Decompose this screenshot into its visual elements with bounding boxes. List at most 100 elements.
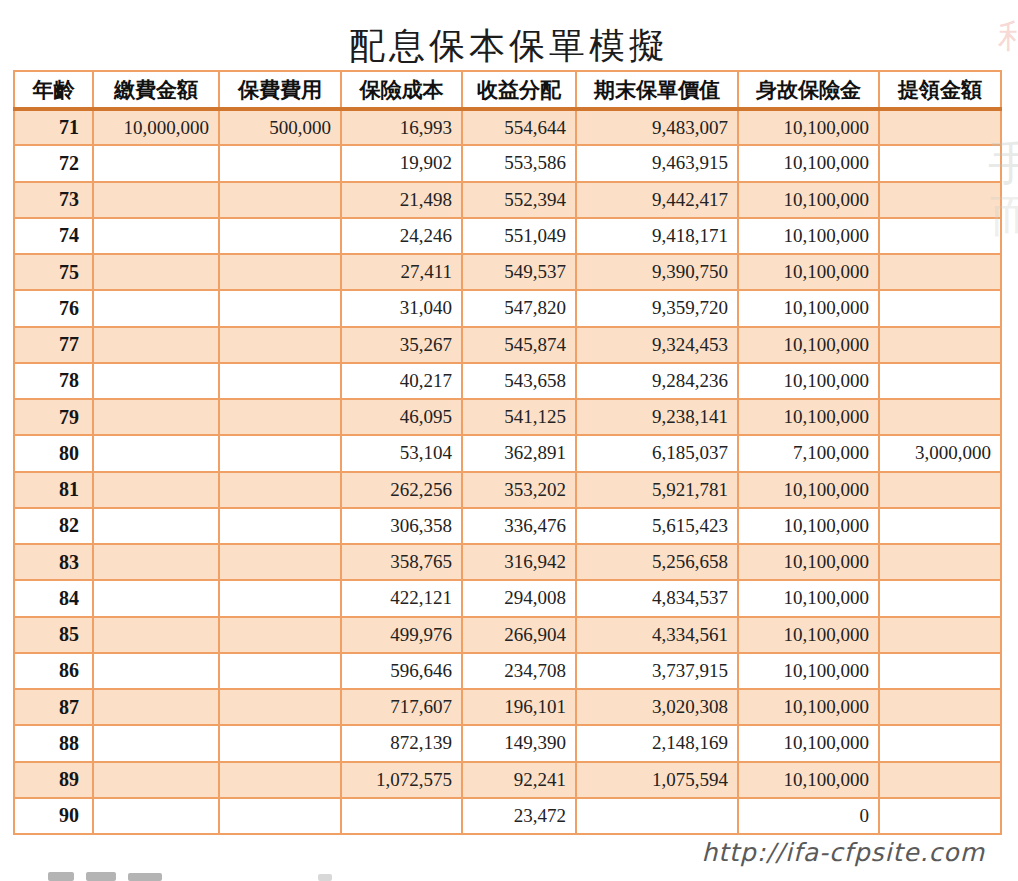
cell-income-distribution: 547,820 [462,290,576,326]
table-row: 7631,040547,8209,359,72010,100,000 [14,290,1001,326]
cell-insurance-cost: 596,646 [341,653,462,689]
cell-age: 84 [14,580,93,616]
bottom-edge-artifact [86,872,116,881]
cell-payment-amount [93,653,219,689]
cell-age: 82 [14,508,93,544]
cell-policy-value: 2,148,169 [576,725,738,761]
cell-policy-value: 3,737,915 [576,653,738,689]
cell-policy-value: 5,921,781 [576,472,738,508]
cell-income-distribution: 316,942 [462,544,576,580]
table-body: 7110,000,000500,00016,993554,6449,483,00… [14,109,1001,834]
cell-policy-value: 9,324,453 [576,327,738,363]
cell-income-distribution: 234,708 [462,653,576,689]
col-header-age: 年齡 [14,71,93,109]
cell-age: 76 [14,290,93,326]
cell-income-distribution: 294,008 [462,580,576,616]
cell-insurance-cost: 16,993 [341,109,462,145]
cell-premium-fee [219,653,341,689]
cell-withdrawal-amount [879,327,1001,363]
table-row: 7840,217543,6589,284,23610,100,000 [14,363,1001,399]
col-header-insurance-cost: 保險成本 [341,71,462,109]
cell-premium-fee [219,580,341,616]
cell-death-benefit: 10,100,000 [738,580,879,616]
cell-policy-value: 4,334,561 [576,617,738,653]
col-header-payment-amount: 繳費金額 [93,71,219,109]
cell-withdrawal-amount [879,617,1001,653]
cell-income-distribution: 266,904 [462,617,576,653]
bottom-edge-artifact [48,872,74,881]
cell-income-distribution: 551,049 [462,218,576,254]
col-header-income-distribution: 收益分配 [462,71,576,109]
cell-insurance-cost: 27,411 [341,254,462,290]
cell-income-distribution: 353,202 [462,472,576,508]
cell-policy-value: 5,615,423 [576,508,738,544]
table-row: 7321,498552,3949,442,41710,100,000 [14,182,1001,218]
table-row: 7424,246551,0499,418,17110,100,000 [14,218,1001,254]
cell-death-benefit: 10,100,000 [738,109,879,145]
cell-withdrawal-amount [879,653,1001,689]
cell-premium-fee [219,617,341,653]
cell-age: 77 [14,327,93,363]
table-row: 85499,976266,9044,334,56110,100,000 [14,617,1001,653]
cell-premium-fee [219,145,341,181]
table-row: 83358,765316,9425,256,65810,100,000 [14,544,1001,580]
cell-withdrawal-amount [879,109,1001,145]
cell-withdrawal-amount [879,689,1001,725]
cell-withdrawal-amount [879,363,1001,399]
cell-premium-fee [219,435,341,471]
cell-policy-value: 9,284,236 [576,363,738,399]
cell-insurance-cost: 35,267 [341,327,462,363]
cell-age: 89 [14,762,93,798]
bottom-edge-artifact [318,874,332,881]
cell-premium-fee [219,725,341,761]
cell-insurance-cost: 306,358 [341,508,462,544]
cell-premium-fee [219,327,341,363]
watermark-url: http://ifa-cfpsite.com [701,838,985,867]
cell-age: 81 [14,472,93,508]
cell-withdrawal-amount [879,725,1001,761]
table-row: 82306,358336,4765,615,42310,100,000 [14,508,1001,544]
cell-income-distribution: 553,586 [462,145,576,181]
cell-withdrawal-amount [879,218,1001,254]
cell-insurance-cost: 872,139 [341,725,462,761]
cell-death-benefit: 10,100,000 [738,508,879,544]
cell-insurance-cost: 19,902 [341,145,462,181]
cell-premium-fee [219,218,341,254]
cell-policy-value: 9,483,007 [576,109,738,145]
cell-income-distribution: 92,241 [462,762,576,798]
cell-income-distribution: 543,658 [462,363,576,399]
cell-premium-fee [219,290,341,326]
cell-death-benefit: 10,100,000 [738,472,879,508]
cell-age: 79 [14,399,93,435]
cell-insurance-cost: 46,095 [341,399,462,435]
cell-age: 80 [14,435,93,471]
cell-premium-fee [219,472,341,508]
cell-death-benefit: 10,100,000 [738,725,879,761]
cell-income-distribution: 552,394 [462,182,576,218]
table-row: 81262,256353,2025,921,78110,100,000 [14,472,1001,508]
cell-death-benefit: 10,100,000 [738,653,879,689]
cell-age: 86 [14,653,93,689]
cell-age: 71 [14,109,93,145]
cell-income-distribution: 196,101 [462,689,576,725]
cell-withdrawal-amount [879,544,1001,580]
cell-payment-amount [93,363,219,399]
cell-insurance-cost: 53,104 [341,435,462,471]
cell-payment-amount [93,290,219,326]
cell-premium-fee [219,254,341,290]
cell-income-distribution: 545,874 [462,327,576,363]
table-row: 7110,000,000500,00016,993554,6449,483,00… [14,109,1001,145]
cell-premium-fee [219,544,341,580]
cell-income-distribution: 554,644 [462,109,576,145]
cell-policy-value: 5,256,658 [576,544,738,580]
cell-payment-amount [93,544,219,580]
cell-death-benefit: 10,100,000 [738,290,879,326]
cell-age: 83 [14,544,93,580]
cell-premium-fee [219,798,341,834]
cell-insurance-cost [341,798,462,834]
cell-payment-amount [93,617,219,653]
cell-withdrawal-amount [879,798,1001,834]
cell-death-benefit: 10,100,000 [738,617,879,653]
cell-age: 73 [14,182,93,218]
cell-death-benefit: 10,100,000 [738,762,879,798]
